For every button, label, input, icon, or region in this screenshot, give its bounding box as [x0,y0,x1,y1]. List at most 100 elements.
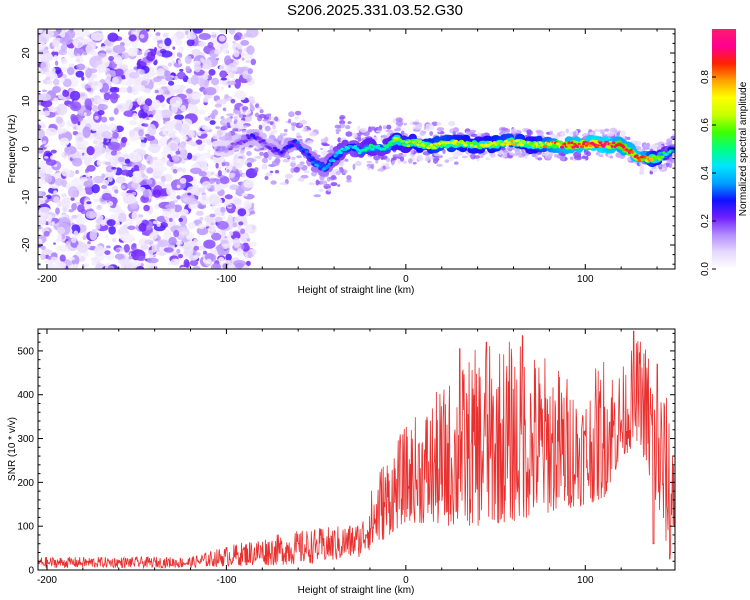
spectrogram-noise-blob [38,180,43,189]
spectrogram-halo-blob [299,119,307,125]
spectrogram-noise-blob [44,173,53,183]
spectrogram-noise-blob [149,232,158,240]
spectrogram-halo-blob [560,153,566,157]
spectrogram-halo-blob [442,148,446,154]
spectrogram-noise-blob [246,260,251,267]
spectrogram-halo-blob [448,120,456,127]
spectrogram-noise-blob [38,217,47,227]
spectrogram-noise-blob [193,255,199,260]
spectrogram-noise-blob [177,241,183,245]
spectrogram-noise-blob [101,131,112,139]
spectrogram-noise-blob [165,76,173,82]
spectrogram-noise-blob [50,264,57,269]
spectrogram-halo-blob [291,156,296,161]
spectrogram-noise-blob [132,113,139,120]
spectrogram-halo-blob [303,170,310,174]
spectrogram-noise-blob [163,247,174,253]
spectrogram-noise-blob [62,78,72,88]
y-tick-label: -20 [21,237,32,252]
spectrogram-halo-blob [489,153,496,158]
spectrogram-noise-blob [147,249,154,256]
spectrogram-noise-blob [49,124,54,128]
spectrogram-noise-blob [43,230,50,237]
spectrogram-noise-blob [112,44,126,54]
spectrogram-noise-blob [148,143,161,154]
spectrogram-noise-blob [48,106,54,112]
spectrogram-noise-blob [179,230,189,236]
spectrogram-noise-blob [161,158,167,162]
spectrogram-noise-blob [85,172,91,178]
spectrogram-halo-blob [339,115,346,120]
spectrogram-noise-blob [71,237,77,244]
spectrogram-noise-blob [200,57,205,62]
spectrogram-noise-blob [173,199,178,203]
spectrogram-noise-blob [204,87,217,96]
spectrogram-noise-blob [222,47,229,55]
spectrogram-halo-blob [321,150,330,156]
spectrogram-halo-blob [598,154,604,157]
spectrogram-ridge-cell [388,141,392,145]
spectrogram-halo-blob [313,194,321,198]
spectrogram-noise-blob [97,66,105,74]
spectrogram-ridge-cell [251,134,256,138]
spectrogram-halo-blob [283,133,288,136]
spectrogram-noise-blob [235,66,245,74]
spectrogram-noise-blob [123,244,130,253]
spectrogram-noise-blob [146,179,153,185]
spectrogram-noise-blob [167,154,172,159]
spectrogram-halo-blob [254,156,262,159]
spectrogram-noise-blob [178,46,185,52]
spectrogram-halo-blob [392,118,396,124]
spectrogram-noise-blob [52,86,61,94]
spectrogram-halo-blob [384,166,391,170]
spectrogram-noise-blob [181,123,190,135]
spectrogram-ridge-cell [368,143,374,147]
spectrogram-halo-blob [263,151,270,159]
spectrogram-noise-blob [114,253,125,260]
spectrogram-halo-blob [217,170,222,177]
spectrogram-noise-blob [138,222,147,232]
spectrogram-noise-blob [133,31,138,35]
spectrogram-halo-blob [438,155,443,158]
spectrogram-noise-blob [244,224,253,234]
spectrogram-ridge-cell [417,140,422,144]
spectrogram-halo-blob [408,158,413,164]
spectrogram-noise-blob [91,256,100,263]
spectrogram-halo-blob [572,131,577,136]
spectrogram-halo-blob [535,129,542,134]
spectrogram-noise-blob [77,136,83,142]
spectrogram-noise-blob [38,124,42,130]
spectrogram-noise-blob [128,255,133,260]
spectrogram-noise-blob [203,139,212,144]
spectrogram-noise-blob [113,57,123,65]
spectrogram-halo-blob [506,147,515,151]
y-tick-label: 0 [21,146,32,152]
spectrogram-noise-blob [77,121,81,126]
spectrogram-noise-blob [89,230,98,241]
spectrogram-noise-blob [170,84,181,90]
spectrogram-noise-blob [45,127,58,136]
spectrogram-noise-blob [184,55,192,64]
spectrogram-noise-blob [197,143,205,152]
spectrogram-halo-blob [643,144,647,148]
colorbar-tick-label: 0.0 [700,262,711,276]
spectrogram-noise-blob [118,212,127,223]
spectrogram-noise-blob [233,49,240,58]
spectrogram-halo-blob [586,151,591,157]
spectrogram-noise-blob [51,221,55,225]
spectrogram-noise-blob [59,30,66,38]
spectrogram-halo-blob [222,125,228,130]
spectrogram-noise-blob [226,80,237,86]
spectrogram-halo-blob [414,124,422,130]
spectrogram-noise-blob [95,223,101,230]
spectrogram-halo-blob [369,126,376,131]
spectrogram-noise-blob [83,199,92,210]
spectrogram-halo-blob [614,130,619,133]
spectrogram-noise-blob [219,176,230,185]
spectrogram-noise-blob [50,155,56,160]
spectrogram-ridge-cell [602,142,608,146]
spectrogram-halo-blob [269,170,274,174]
spectrogram-y-label: Frequency (Hz) [7,115,18,184]
spectrogram-halo-blob [386,157,391,162]
spectrogram-halo-blob [417,154,423,161]
